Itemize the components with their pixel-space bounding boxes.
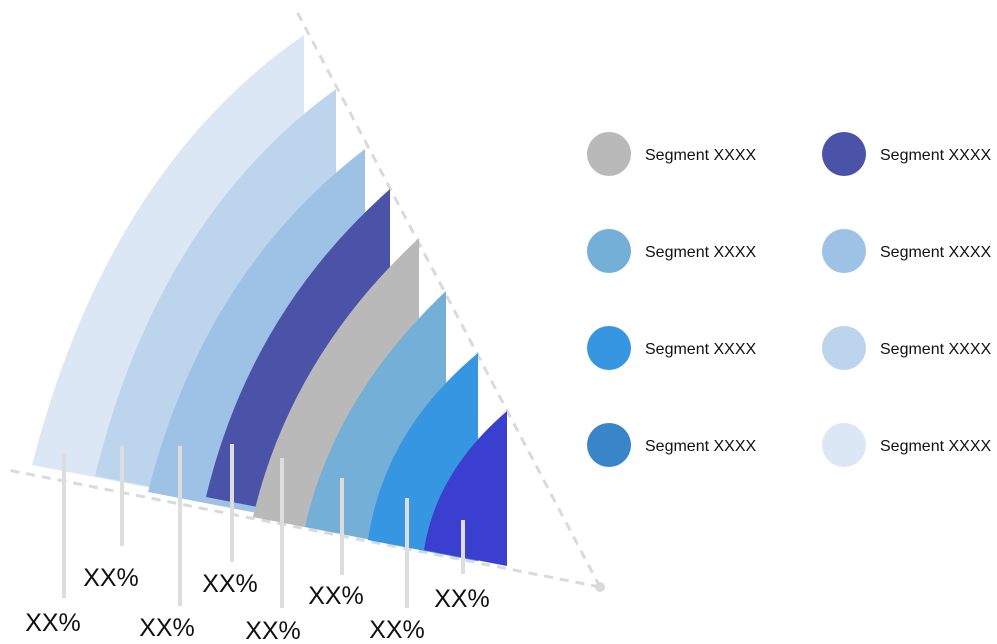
percentage-label-1: XX%: [25, 609, 81, 637]
legend-swatch-7: [822, 326, 866, 370]
percentage-label-3: XX%: [139, 614, 195, 642]
legend-label-5: Segment XXXX: [880, 147, 992, 164]
percentage-label-7: XX%: [369, 616, 425, 644]
label-leader-lines: [62, 444, 465, 608]
legend: Segment XXXX Segment XXXX Segment XXXX Segm…: [587, 132, 992, 467]
legend-item-8: Segment XXXX: [822, 423, 992, 467]
legend-swatch-8: [822, 423, 866, 467]
legend-item-4: Segment XXXX: [587, 423, 757, 467]
guide-lines: [7, 7, 605, 592]
percentage-label-5: XX%: [245, 617, 301, 644]
legend-item-1: Segment XXXX: [587, 132, 757, 176]
guide-line-upper: [293, 7, 602, 588]
arc-segment-8: [424, 411, 507, 567]
legend-item-2: Segment XXXX: [587, 229, 757, 273]
legend-item-3: Segment XXXX: [587, 326, 757, 370]
percentage-label-8: XX%: [434, 585, 490, 613]
percentage-labels: XX%XX%XX%XX%XX%XX%XX%XX%: [25, 564, 490, 644]
legend-label-2: Segment XXXX: [645, 244, 757, 261]
legend-swatch-4: [587, 423, 631, 467]
legend-label-1: Segment XXXX: [645, 147, 757, 164]
legend-swatch-6: [822, 229, 866, 273]
legend-label-3: Segment XXXX: [645, 341, 757, 358]
legend-swatch-1: [587, 132, 631, 176]
percentage-label-2: XX%: [83, 564, 139, 592]
legend-swatch-3: [587, 326, 631, 370]
legend-swatch-5: [822, 132, 866, 176]
percentage-label-4: XX%: [202, 570, 258, 598]
legend-label-4: Segment XXXX: [645, 438, 757, 455]
percentage-label-6: XX%: [308, 582, 364, 610]
apex-dot: [595, 582, 605, 592]
legend-label-7: Segment XXXX: [880, 341, 992, 358]
legend-item-7: Segment XXXX: [822, 326, 992, 370]
guide-line-lower: [7, 468, 601, 589]
legend-label-8: Segment XXXX: [880, 438, 992, 455]
legend-item-5: Segment XXXX: [822, 132, 992, 176]
legend-label-6: Segment XXXX: [880, 244, 992, 261]
arc-segments: [32, 35, 507, 567]
legend-swatch-2: [587, 229, 631, 273]
legend-item-6: Segment XXXX: [822, 229, 992, 273]
